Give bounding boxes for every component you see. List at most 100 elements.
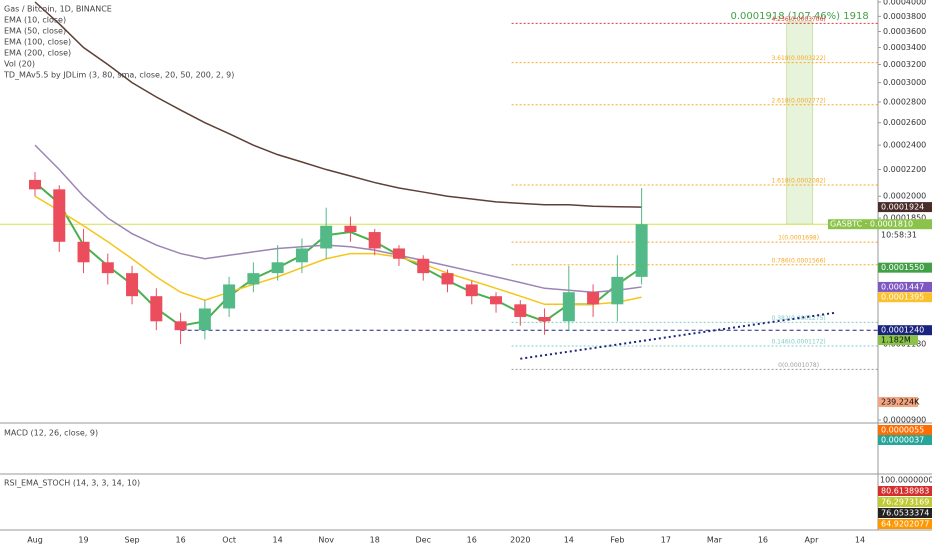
rsi-tag-label: 76.2973169: [881, 498, 929, 507]
x-tick-label: Aug: [27, 536, 43, 545]
candle-body: [538, 316, 551, 322]
indicator-label: TD_MAv5.5 by JDLim (3, 80, sma, close, 2…: [3, 71, 234, 80]
price-tag-label: 0.0001447: [881, 282, 924, 291]
rsi-top: 100.0000000: [880, 476, 932, 485]
fib-label: 3.618(0.0003222): [771, 55, 825, 62]
x-tick-label: 14: [564, 536, 574, 545]
x-tick-label: 16: [175, 536, 185, 545]
price-tag: [878, 281, 932, 292]
x-tick-label: Sep: [125, 536, 140, 545]
fib-label: 0(0.0001078): [778, 362, 819, 369]
ema-line: [34, 144, 642, 293]
indicator-label: Vol (20): [4, 60, 35, 69]
x-tick-label: 18: [370, 536, 380, 545]
candle-body: [198, 308, 211, 331]
x-tick-label: 14: [273, 536, 283, 545]
y-tick-label: 0.0002600: [883, 118, 926, 127]
price-tag-label: 0.0001924: [881, 203, 924, 212]
candle-body: [295, 248, 308, 263]
indicator-label: EMA (50, close): [4, 27, 66, 36]
x-tick-label: Apr: [805, 536, 820, 545]
volume-tag: [878, 397, 918, 407]
candle-body: [344, 225, 357, 233]
macd-tag-label: 0.0000055: [881, 426, 924, 435]
x-tick-label: Oct: [222, 536, 236, 545]
candle-body: [417, 258, 430, 274]
candle-body: [368, 232, 381, 249]
rsi-tag: [878, 497, 932, 507]
candle-body: [587, 292, 600, 305]
candle-body: [101, 262, 114, 274]
x-tick-label: 17: [661, 536, 671, 545]
x-tick-label: 2020: [510, 536, 530, 545]
y-tick-label: 0.0003600: [883, 27, 926, 36]
x-tick-label: 19: [78, 536, 88, 545]
macd-title: MACD (12, 26, close, 9): [4, 429, 98, 438]
candle-body: [514, 304, 527, 317]
candle-body: [441, 273, 454, 285]
rsi-tag-label: 80.6138983: [881, 487, 929, 496]
fib-label: 0.786(0.0001566): [771, 257, 825, 264]
chart-title: Gas / Bitcoin, 1D, BINANCE: [4, 5, 112, 14]
trendline: [520, 311, 836, 360]
x-tick-label: Nov: [318, 536, 334, 545]
price-tag: [828, 219, 932, 230]
y-tick-label: 0.0003800: [883, 12, 926, 21]
indicator-label: EMA (200, close): [4, 49, 71, 58]
x-tick-label: Mar: [707, 536, 723, 545]
fib-label: 1.618(0.0002082): [771, 177, 825, 184]
indicator-label: EMA (10, close): [4, 16, 66, 25]
rsi-title: RSI_EMA_STOCH (14, 3, 3, 14, 10): [4, 479, 140, 488]
x-tick-label: Dec: [415, 536, 430, 545]
volume-tag: [878, 335, 918, 345]
ema-line: [34, 195, 642, 306]
rsi-tag: [878, 486, 932, 496]
volume-tag-label: 239.224K: [881, 398, 920, 407]
price-tag-label: 0.0001395: [881, 293, 924, 302]
candle-body: [126, 273, 139, 297]
price-tag-label: 0.0001240: [881, 326, 924, 335]
candle-body: [635, 224, 648, 277]
candle-body: [53, 189, 66, 242]
y-tick-label: 0.0002200: [883, 165, 926, 174]
price-tag: [878, 325, 932, 336]
fib-label: 2.618(0.0002772): [771, 97, 825, 104]
rsi-tag-label: 64.9202077: [881, 520, 929, 529]
candle-body: [320, 225, 333, 249]
rsi-tag-label: 76.0533374: [881, 509, 929, 518]
candle-body: [490, 296, 503, 305]
y-tick-label: 0.0002800: [883, 97, 926, 106]
ema-line: [34, 1, 642, 208]
x-tick-label: 16: [467, 536, 477, 545]
x-tick-label: Feb: [610, 536, 624, 545]
long-position-label: 0.0001918 (107.46%) 1918: [731, 11, 869, 22]
candle-body: [29, 179, 41, 190]
candle-body: [271, 262, 284, 274]
candle-body: [562, 292, 575, 322]
candle-body: [465, 284, 478, 297]
macd-tag: [878, 425, 932, 435]
candle-body: [247, 273, 260, 285]
y-tick-label: 0.0001850: [883, 214, 926, 223]
price-tag: [878, 202, 932, 213]
macd-tag-label: 0.0000037: [881, 436, 924, 445]
price-tag-label: GASBTC · 0.0001810: [830, 220, 913, 229]
fib-label: 1(0.0001698): [778, 235, 819, 242]
price-tag: [878, 262, 932, 273]
macd-tag: [878, 435, 932, 445]
long-position: [786, 21, 814, 225]
candle-body: [77, 241, 90, 263]
price-tag: [878, 292, 932, 303]
x-tick-label: 16: [758, 536, 768, 545]
candle-body: [223, 284, 236, 309]
y-tick-label: 0.0000900: [883, 416, 926, 425]
candle-body: [174, 321, 187, 331]
y-tick-label: 0.0003000: [883, 78, 926, 87]
indicator-label: EMA (100, close): [4, 38, 71, 47]
candle-body: [392, 248, 405, 259]
y-tick-label: 0.0002400: [883, 141, 926, 150]
y-tick-label: 0.0003400: [883, 43, 926, 52]
rsi-tag: [878, 508, 932, 518]
